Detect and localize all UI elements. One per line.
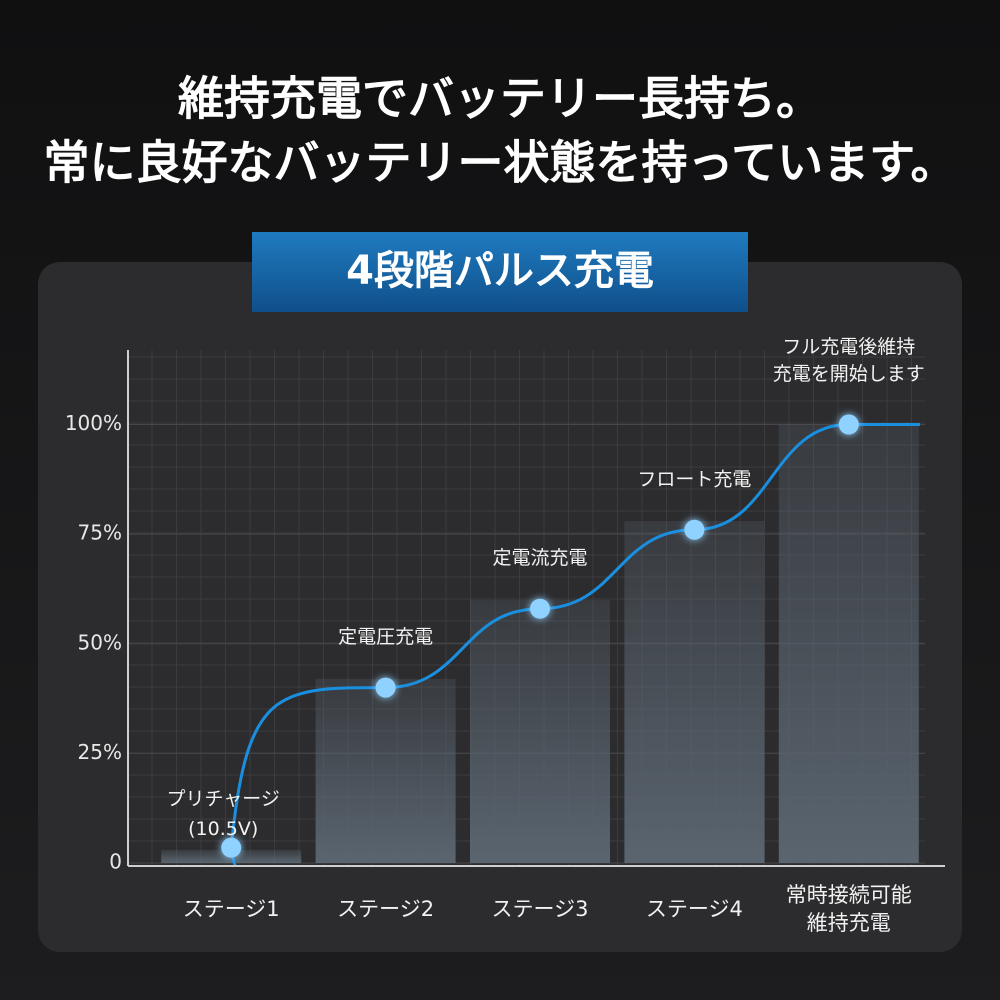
y-tick-label: 100% (65, 411, 122, 435)
bar (778, 424, 919, 863)
x-tick-label: ステージ2 (337, 897, 434, 921)
bar (624, 521, 765, 863)
x-tick-label: 維持充電 (807, 911, 891, 935)
y-tick-label: 75% (78, 521, 122, 545)
point (221, 837, 242, 858)
point-label: 定電流充電 (492, 547, 587, 569)
point-label: 定電圧充電 (338, 626, 433, 648)
point-label: プリチャージ (166, 788, 279, 810)
headline: 維持充電でバッテリー長持ち。 (178, 72, 822, 126)
y-tick-label: 25% (78, 740, 122, 764)
bar (470, 599, 610, 863)
bar (315, 678, 456, 863)
headline: 常に良好なバッテリー状態を持っています。 (43, 136, 956, 190)
x-tick-label: ステージ4 (646, 897, 743, 921)
point-label: (10.5V) (188, 818, 258, 840)
x-tick-label: 常時接続可能 (786, 883, 912, 907)
banner (252, 232, 748, 312)
point (838, 414, 859, 435)
x-tick-label: ステージ1 (183, 897, 280, 921)
y-tick-label: 50% (78, 630, 122, 654)
point (684, 519, 705, 540)
plot: 0 25% 50% 75% 100% プリチャージ (10.5V) 定電圧充電 定電流充電 フロー… (65, 336, 945, 935)
chart-title: 4段階パルス充電 (346, 248, 654, 294)
point (530, 598, 550, 619)
point (375, 677, 396, 698)
y-tick-label: 0 (109, 850, 122, 874)
x-tick-label: ステージ3 (492, 897, 589, 921)
point-label: フル充電後維持 (782, 336, 915, 358)
point-label: 充電を開始します (773, 363, 925, 385)
point-label: フロート充電 (637, 468, 751, 490)
